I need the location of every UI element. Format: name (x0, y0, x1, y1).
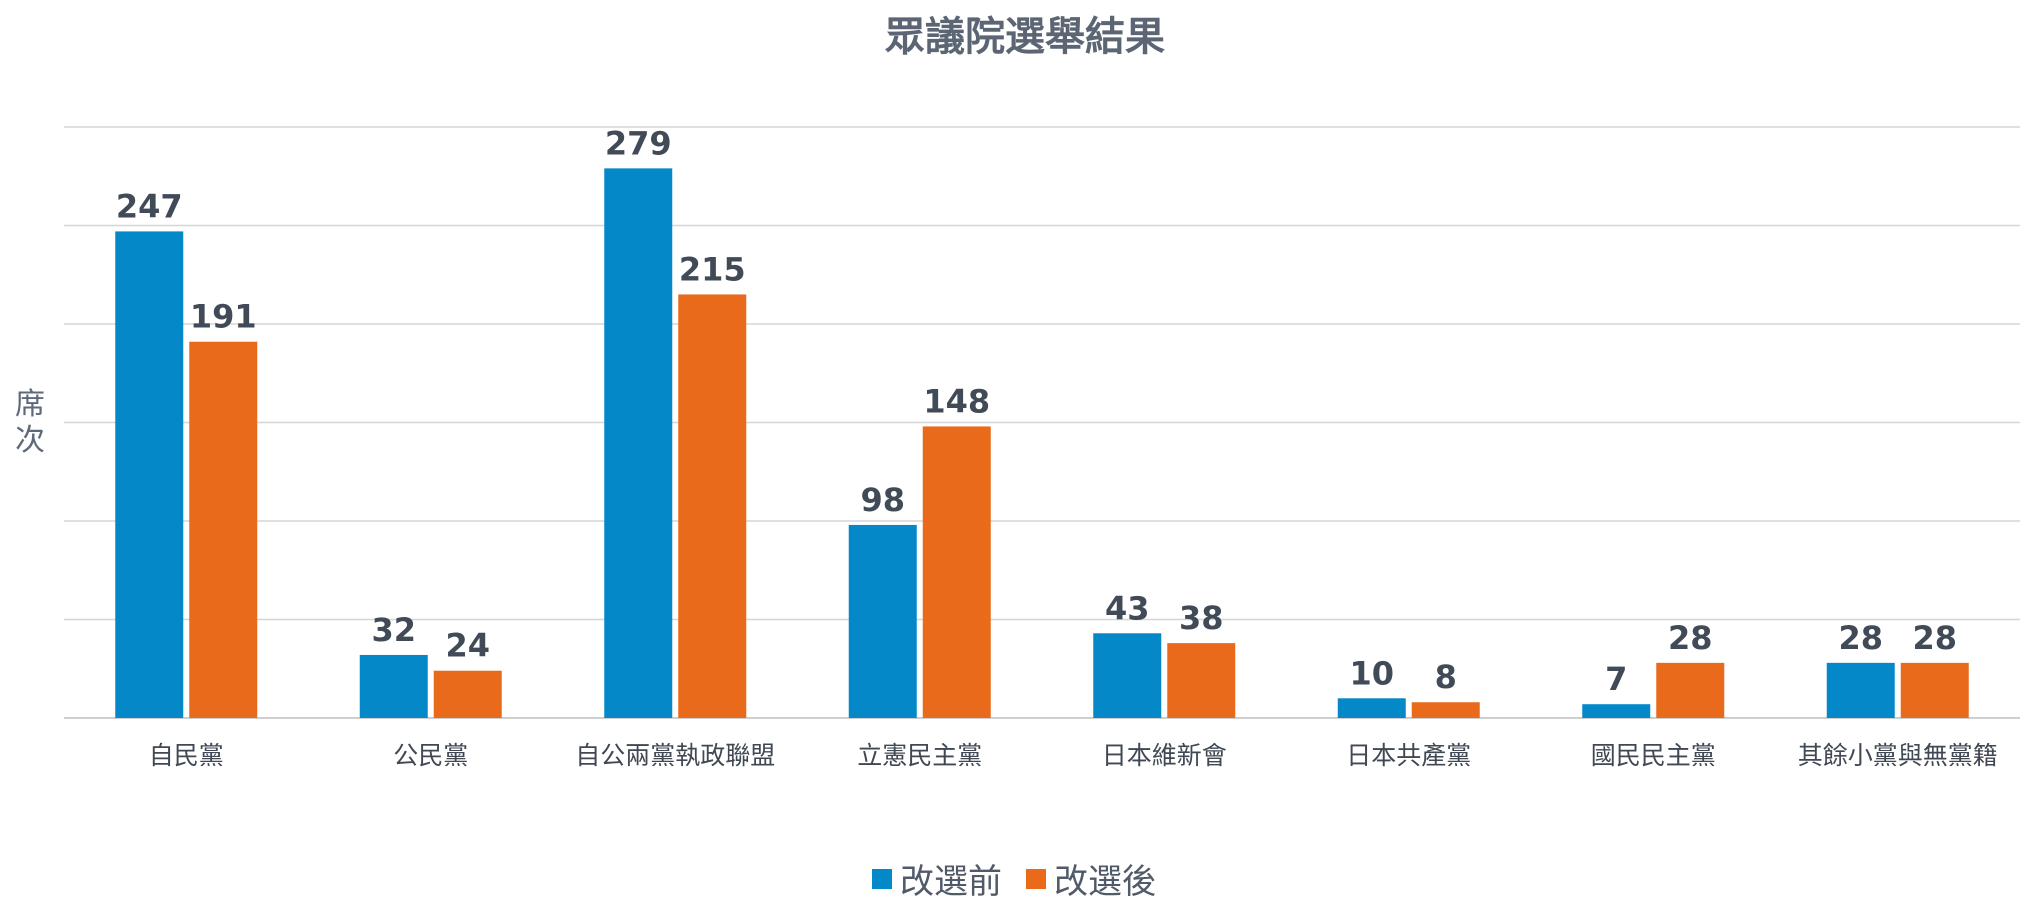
data-label-after-5: 8 (1435, 658, 1457, 696)
x-tick-label: 日本維新會 (1102, 741, 1227, 770)
x-tick-label: 自民黨 (149, 741, 224, 770)
data-label-before-3: 98 (860, 481, 905, 519)
bar-after-1 (433, 670, 502, 718)
x-tick-label: 立憲民主黨 (857, 741, 982, 770)
bar-before-5 (1337, 698, 1406, 718)
x-tick-label: 其餘小黨與無黨籍 (1798, 741, 1998, 770)
gridlines (64, 126, 2020, 719)
data-label-after-6: 28 (1668, 619, 1713, 657)
bar-before-1 (359, 654, 428, 718)
legend: 改選前 改選後 (872, 862, 1156, 902)
bar-after-7 (1900, 662, 1969, 718)
y-axis-label-char-2: 次 (15, 423, 45, 458)
data-label-before-7: 28 (1838, 619, 1883, 657)
data-label-before-5: 10 (1349, 654, 1394, 692)
data-label-after-3: 148 (923, 382, 990, 420)
data-labels: 247 191 32 24 279 215 98 148 43 38 10 8 7 28 28 28 (116, 124, 1957, 698)
bars (115, 168, 1969, 718)
data-label-before-0: 247 (116, 187, 183, 225)
x-axis-ticks: 自民黨 公民黨 自公兩黨執政聯盟 立憲民主黨 日本維新會 日本共產黨 國民民主黨 其餘小黨與無… (149, 741, 1998, 770)
bar-after-3 (922, 426, 991, 718)
x-tick-label: 自公兩黨執政聯盟 (575, 741, 775, 770)
bar-before-6 (1582, 704, 1651, 718)
y-axis-label-char-1: 席 (15, 387, 45, 422)
data-label-before-6: 7 (1605, 660, 1627, 698)
legend-label-1: 改選後 (1054, 862, 1156, 902)
x-tick-label: 國民民主黨 (1591, 741, 1716, 770)
data-label-after-7: 28 (1912, 619, 1957, 657)
bar-before-3 (848, 524, 917, 718)
legend-swatch-1 (1026, 869, 1046, 889)
bar-after-5 (1411, 702, 1480, 718)
bar-before-4 (1093, 633, 1162, 718)
data-label-before-2: 279 (605, 124, 672, 162)
bar-after-0 (189, 341, 258, 718)
bar-after-2 (678, 294, 747, 718)
bar-after-6 (1656, 662, 1725, 718)
data-label-after-4: 38 (1179, 599, 1224, 637)
x-tick-label: 日本共產黨 (1346, 741, 1471, 770)
bar-before-7 (1826, 662, 1895, 718)
data-label-before-1: 32 (371, 611, 416, 649)
bar-before-2 (604, 168, 673, 718)
chart-title: 眾議院選舉結果 (885, 14, 1165, 60)
data-label-after-0: 191 (190, 298, 257, 336)
bar-before-0 (115, 231, 184, 718)
data-label-after-1: 24 (445, 627, 490, 665)
data-label-after-2: 215 (679, 250, 746, 288)
legend-swatch-0 (872, 869, 892, 889)
bar-after-4 (1167, 643, 1236, 718)
legend-label-0: 改選前 (900, 862, 1002, 902)
data-label-before-4: 43 (1105, 589, 1150, 627)
x-tick-label: 公民黨 (393, 741, 468, 770)
